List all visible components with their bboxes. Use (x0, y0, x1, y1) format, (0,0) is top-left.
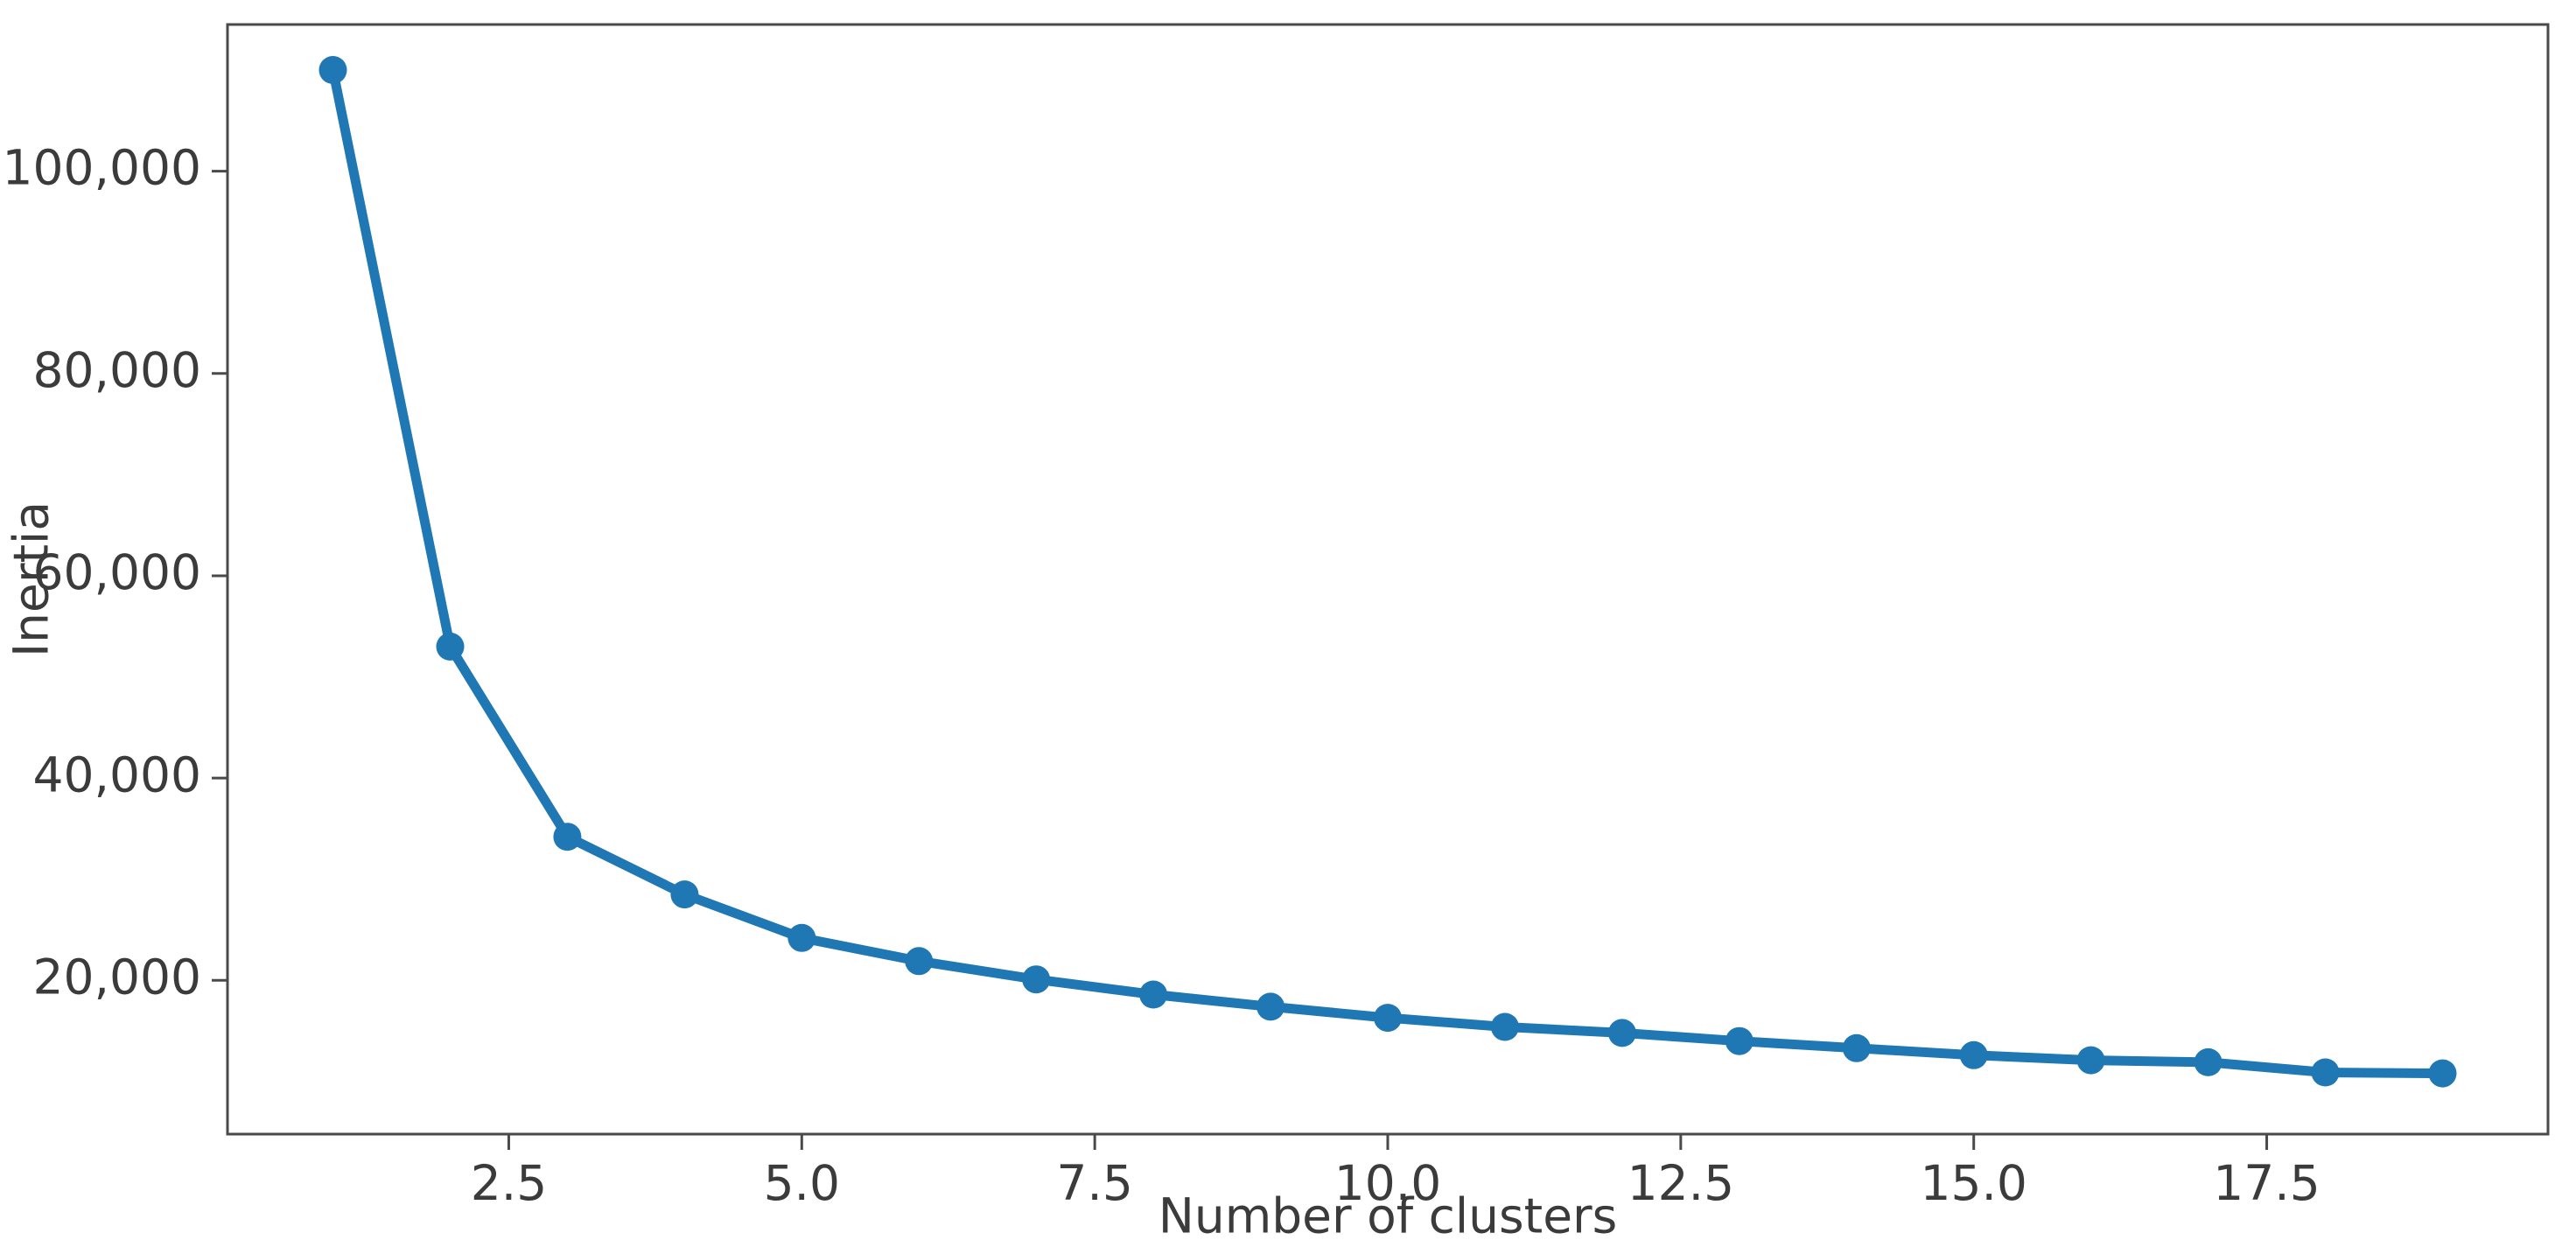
data-point (1022, 965, 1051, 994)
data-point (1959, 1040, 1988, 1069)
x-tick-label: 5.0 (764, 1155, 840, 1211)
data-point (1490, 1012, 1519, 1041)
y-tick-label: 40,000 (33, 746, 201, 802)
x-axis-label: Number of clusters (1158, 1187, 1618, 1244)
y-tick-label: 60,000 (33, 544, 201, 600)
x-tick-label: 12.5 (1628, 1155, 1734, 1211)
data-point (2076, 1046, 2105, 1075)
data-point (2428, 1059, 2457, 1088)
y-tick-label: 80,000 (33, 342, 201, 398)
data-point (905, 947, 934, 976)
data-point (1607, 1019, 1636, 1047)
data-point (318, 56, 347, 84)
x-tick-label: 17.5 (2213, 1155, 2320, 1211)
data-point (2311, 1058, 2340, 1087)
series-line (328, 65, 2447, 1079)
data-point (670, 880, 699, 909)
x-tick-label: 2.5 (471, 1155, 547, 1211)
x-tick-label: 10.0 (1334, 1155, 1441, 1211)
data-point (1725, 1026, 1754, 1055)
y-tick-label: 20,000 (33, 949, 201, 1005)
axes-spines (226, 23, 2550, 1136)
data-point (1139, 980, 1168, 1009)
x-tick-label: 7.5 (1056, 1155, 1132, 1211)
y-axis-label: Inertia (3, 501, 60, 658)
x-tick-label: 15.0 (1920, 1155, 2026, 1211)
data-point (2194, 1047, 2222, 1076)
data-point (788, 923, 816, 952)
data-point (1374, 1004, 1402, 1033)
data-point (553, 823, 582, 851)
data-point (1842, 1033, 1871, 1062)
data-point (1256, 992, 1285, 1021)
y-tick-label: 100,000 (3, 140, 201, 196)
data-point (436, 632, 465, 661)
